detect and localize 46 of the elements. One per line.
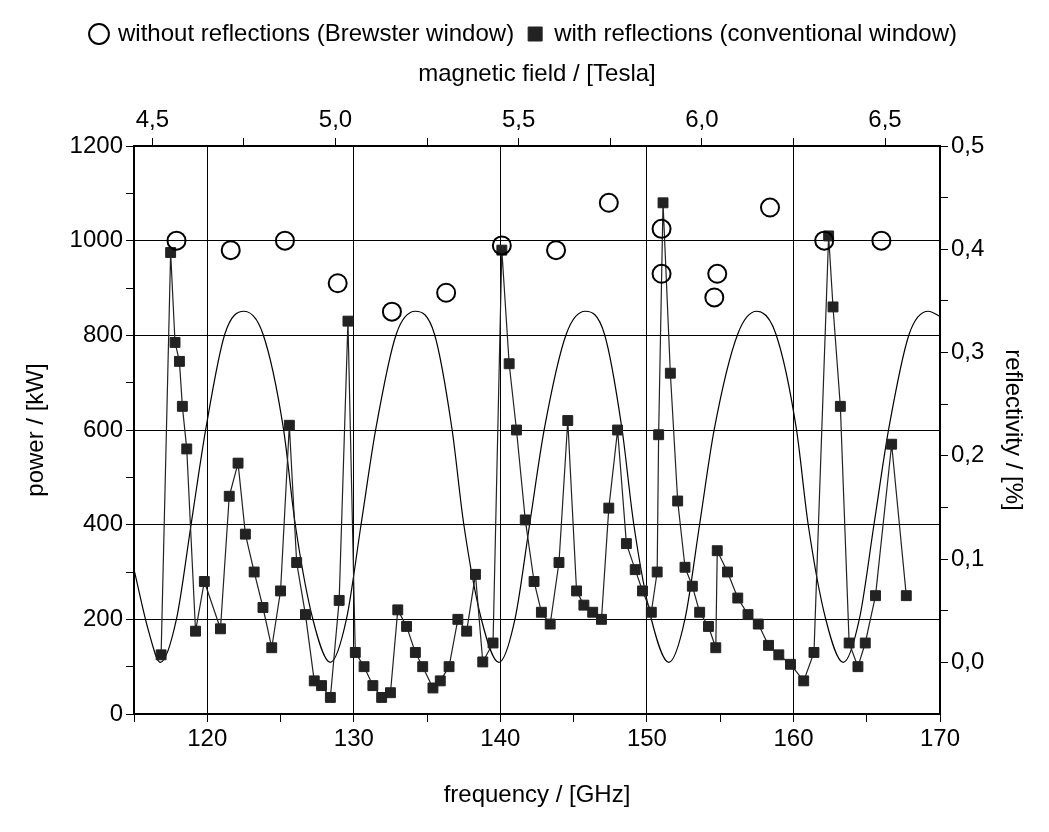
y2-tick-label: 0,3 [951, 337, 985, 365]
y-tick-label: 200 [82, 603, 123, 631]
x2-tick-label: 6,5 [868, 105, 902, 133]
x2-tick-label: 5,5 [501, 105, 536, 133]
x-tick-label: 120 [187, 724, 228, 752]
point [166, 230, 187, 251]
x2-tick-label: 4,5 [135, 105, 170, 133]
x2-tick-label: 6,0 [685, 105, 719, 133]
x-tick-label: 170 [919, 724, 961, 752]
point [651, 263, 672, 284]
y-tick-label: 400 [82, 509, 123, 537]
x-tick-label: 150 [626, 724, 667, 752]
legend-label: with reflections (conventional window) [553, 18, 957, 46]
x-tick-label: 160 [773, 724, 814, 752]
point [327, 273, 348, 294]
y-tick-label: 1000 [69, 225, 123, 253]
y-tick-label: 0 [109, 698, 123, 726]
x2-tick-label: 5,0 [318, 105, 353, 133]
y2-tick-label: 0,2 [951, 440, 985, 468]
point [220, 240, 241, 261]
point [760, 197, 781, 218]
legend-label: without reflections (Brewster window) [117, 18, 515, 46]
y2-tick-label: 0,5 [951, 130, 985, 158]
point [814, 230, 835, 251]
x-axis-title: frequency / [GHz] [443, 780, 631, 808]
x-tick-label: 130 [333, 724, 374, 752]
point [704, 287, 725, 308]
point [871, 230, 892, 251]
y2-tick-label: 0,0 [951, 646, 985, 674]
y-tick-label: 600 [82, 414, 123, 442]
point [381, 301, 402, 322]
y2-tick-label: 0,1 [951, 543, 985, 571]
y-axis-title: power / [kW] [21, 363, 49, 497]
point [546, 240, 567, 261]
x-tick-label: 140 [480, 724, 521, 752]
x2-axis-title: magnetic field / [Tesla] [418, 59, 656, 87]
point [436, 282, 457, 303]
point [274, 230, 295, 251]
y-tick-label: 800 [82, 319, 123, 347]
y-tick-label: 1200 [69, 130, 123, 158]
point [707, 263, 728, 284]
point [598, 192, 619, 213]
point [491, 235, 512, 256]
y2-axis-title: reflectivity / [%] [1000, 349, 1028, 511]
point [651, 218, 672, 239]
y2-tick-label: 0,4 [951, 233, 985, 261]
